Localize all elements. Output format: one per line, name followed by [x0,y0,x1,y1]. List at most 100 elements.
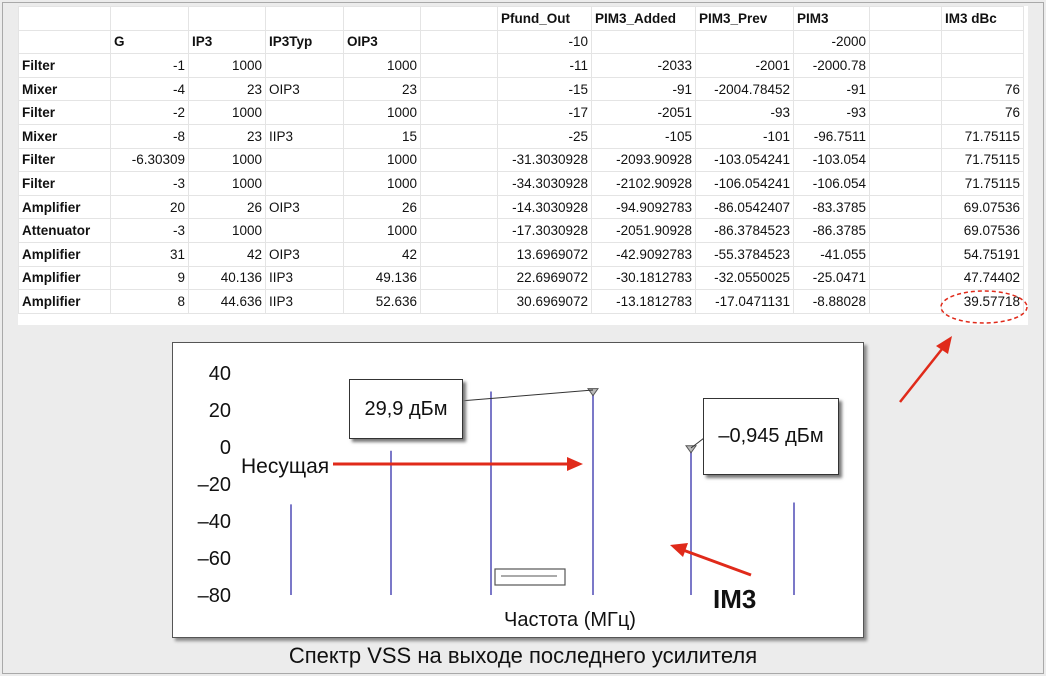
table-cell: -41.055 [793,241,870,267]
table-cell: -83.3785 [793,194,870,220]
table-cell: -3 [110,171,189,196]
table-cell: -42.9092783 [591,241,696,267]
table-cell: 1000 [188,218,266,243]
table-cell: 76 [941,100,1024,125]
carrier-arrow-head [567,457,583,471]
table-cell: 20 [110,194,189,220]
table-cell: 52.636 [343,289,421,314]
table-cell: 1000 [188,147,266,173]
table-cell [869,100,942,125]
table-cell [941,29,1024,55]
table-cell: Mixer [18,123,111,149]
table-cell: -13.1812783 [591,289,696,314]
table-cell [420,265,498,291]
table-cell: 76 [941,76,1024,102]
table-cell [420,123,498,149]
table-cell: -4 [110,76,189,102]
table-cell: 15 [343,123,421,149]
table-cell: -17.3030928 [497,218,592,243]
peak-marker [685,445,697,454]
table-cell: Attenuator [18,218,111,243]
table-cell: 23 [188,123,266,149]
table-cell: 13.6969072 [497,241,592,267]
table-cell: 23 [343,76,421,102]
x-axis-label: Частота (МГц) [504,609,636,631]
table-cell: 71.75115 [941,123,1024,149]
im3-arrow-line [682,548,752,577]
table-cell: -25.0471 [793,265,870,291]
im3-label: IM3 [713,584,756,614]
table-cell: 31 [110,241,189,267]
table-cell: 9 [110,265,189,291]
table-cell: -8 [110,123,189,149]
table-row: Amplifier 20 26 OIP3 26 -14.3030928 -94.909278… [18,194,1024,220]
table-cell [420,6,498,31]
table-cell [420,53,498,78]
table-cell [265,100,344,125]
peak-marker [587,388,599,397]
table-cell [869,241,942,267]
table-cell: -6.30309 [110,147,189,173]
table-cell: -32.0550025 [695,265,794,291]
table-cell: 69.07536 [941,194,1024,220]
table-row: Filter -3 1000 1000 -34.3030928 -2102.90928 -1… [18,171,1024,196]
table-cell [941,53,1024,78]
table-cell: -25 [497,123,592,149]
im3-value: –0,945 дБм [718,425,824,447]
y-tick-label: 40 [209,363,231,385]
table-cell: -101 [695,123,794,149]
table-cell: Mixer [18,76,111,102]
table-cell: -103.054 [793,147,870,173]
table-cell: G [110,29,189,55]
y-tick-label: –80 [198,585,231,607]
spectrum-chart: 40 20 0 –20 –40 –60 –80 Частота (МГц) Несущая … [172,342,864,638]
y-tick-label: –60 [198,548,231,570]
table-cell: OIP3 [265,194,344,220]
table-row: Mixer -8 23 IIP3 15 -25 -105 -101 -96.7511 71.751… [18,123,1024,149]
table-cell: -2033 [591,53,696,78]
table-cell [18,6,111,31]
table-cell: 71.75115 [941,171,1024,196]
table-cell [869,218,942,243]
table-cell: 42 [188,241,266,267]
table-cell: 26 [188,194,266,220]
table-cell: PIM3 [793,6,870,31]
table-cell: -103.054241 [695,147,794,173]
im3-arrow-head [670,543,688,557]
spreadsheet: Pfund_Out PIM3_Added PIM3_Prev PIM3 IM3 dBc G… [18,6,1028,325]
table-cell: 1000 [188,100,266,125]
table-cell: PIM3_Added [591,6,696,31]
table-cell: -86.3785 [793,218,870,243]
table-cell: -1 [110,53,189,78]
table-cell: Filter [18,171,111,196]
table-cell [420,76,498,102]
table-cell [869,123,942,149]
table-cell: -86.3784523 [695,218,794,243]
table-cell: 44.636 [188,289,266,314]
table-cell: IIP3 [265,289,344,314]
figure-caption: Спектр VSS на выходе последнего усилител… [288,643,758,668]
table-cell: 47.74402 [941,265,1024,291]
table-cell: Amplifier [18,265,111,291]
table-cell: IP3 [188,29,266,55]
table-cell: -55.3784523 [695,241,794,267]
carrier-value-callout: 29,9 дБм [349,379,463,439]
table-cell [869,6,942,31]
table-cell [869,194,942,220]
table-cell [420,218,498,243]
table-row: Attenuator -3 1000 1000 -17.3030928 -2051.909… [18,218,1024,243]
table-cell [420,29,498,55]
table-cell: Filter [18,147,111,173]
table-cell [695,29,794,55]
table-cell: -2051 [591,100,696,125]
header-row: Pfund_Out PIM3_Added PIM3_Prev PIM3 IM3 dBc [18,6,1024,31]
table-cell: OIP3 [343,29,421,55]
table-cell: -34.3030928 [497,171,592,196]
table-cell [420,241,498,267]
carrier-label: Несущая [241,455,329,478]
table-cell: OIP3 [265,241,344,267]
table-cell: -11 [497,53,592,78]
table-cell: Amplifier [18,289,111,314]
y-tick-label: 0 [220,437,231,459]
table-row: Filter -2 1000 1000 -17 -2051 -93 -93 76 [18,100,1024,125]
